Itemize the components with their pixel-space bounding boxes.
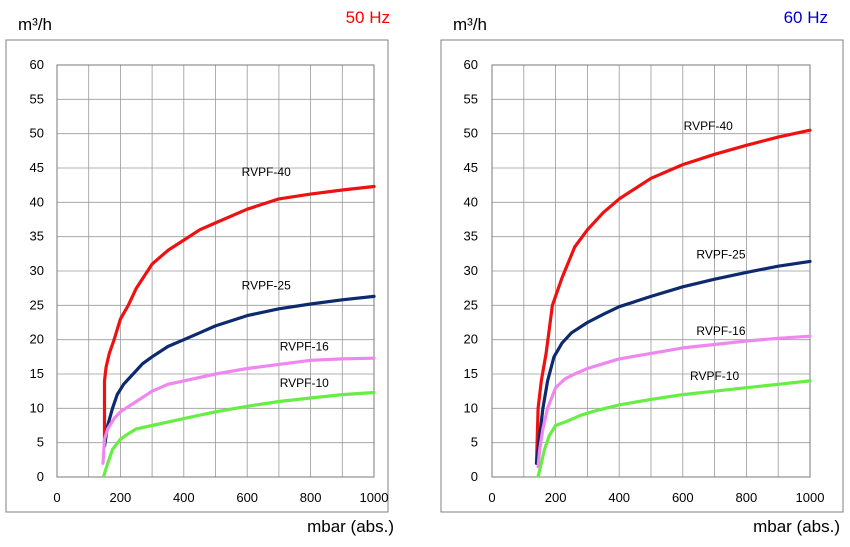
chart-title: 60 Hz [784,8,828,27]
x-tick-label: 0 [488,490,495,505]
series-line-rvpf-16 [536,334,812,469]
x-tick-label: 400 [608,490,630,505]
y-tick-label: 10 [464,400,478,415]
x-axis-label: mbar (abs.) [753,517,840,536]
series-line-rvpf-10 [102,390,376,478]
series-label-rvpf-25: RVPF-25 [696,248,745,262]
x-tick-label: 800 [736,490,758,505]
series-label-rvpf-40: RVPF-40 [684,119,733,133]
series-line-rvpf-25 [102,294,376,448]
y-tick-label: 5 [37,435,44,450]
x-tick-label: 600 [672,490,694,505]
y-tick-label: 55 [30,91,44,106]
y-tick-label: 25 [30,297,44,312]
y-tick-label: 45 [30,160,44,175]
x-tick-label: 1000 [360,490,389,505]
series-line-rvpf-10 [536,379,812,478]
series-label-rvpf-16: RVPF-16 [696,324,745,338]
y-tick-label: 15 [30,366,44,381]
y-tick-label: 60 [464,57,478,72]
y-tick-label: 35 [30,229,44,244]
series-label-rvpf-16: RVPF-16 [280,340,329,354]
series-line-rvpf-40 [102,184,376,445]
y-axis-label: m³/h [18,15,52,34]
y-tick-label: 30 [464,263,478,278]
series-label-rvpf-25: RVPF-25 [242,279,291,293]
y-tick-label: 45 [464,160,478,175]
y-tick-label: 20 [464,332,478,347]
y-tick-label: 0 [471,469,478,484]
series-line-rvpf-25 [534,259,812,465]
x-tick-label: 0 [53,490,60,505]
series-label-rvpf-10: RVPF-10 [280,376,329,390]
y-tick-label: 50 [464,126,478,141]
y-tick-label: 40 [464,194,478,209]
y-axis-label: m³/h [453,15,487,34]
y-tick-label: 50 [30,126,44,141]
y-tick-label: 35 [464,229,478,244]
x-tick-label: 800 [300,490,322,505]
y-tick-label: 5 [471,435,478,450]
chart-frame [440,39,844,513]
x-tick-label: 1000 [796,490,825,505]
x-tick-label: 200 [545,490,567,505]
y-tick-label: 15 [464,366,478,381]
x-tick-label: 200 [110,490,132,505]
x-tick-label: 400 [173,490,195,505]
y-tick-label: 10 [30,400,44,415]
series-label-rvpf-10: RVPF-10 [690,369,739,383]
series-label-rvpf-40: RVPF-40 [242,165,291,179]
x-axis-label: mbar (abs.) [307,517,394,536]
y-tick-label: 20 [30,332,44,347]
y-tick-label: 55 [464,91,478,106]
y-tick-label: 25 [464,297,478,312]
x-tick-label: 600 [236,490,258,505]
chart-title: 50 Hz [346,8,390,27]
plot-area [491,64,811,478]
series-line-rvpf-40 [534,128,812,465]
y-tick-label: 0 [37,469,44,484]
plot-area [56,64,375,478]
chart-frame [5,39,389,513]
y-tick-label: 60 [30,57,44,72]
y-tick-label: 30 [30,263,44,278]
series-line-rvpf-16 [101,356,376,465]
y-tick-label: 40 [30,194,44,209]
